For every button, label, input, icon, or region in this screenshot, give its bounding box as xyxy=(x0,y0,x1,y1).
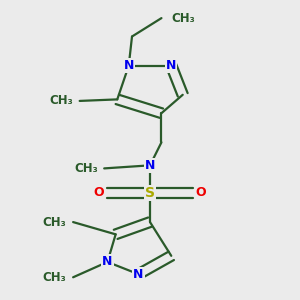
Text: CH₃: CH₃ xyxy=(43,216,67,229)
Text: CH₃: CH₃ xyxy=(74,162,98,175)
Text: CH₃: CH₃ xyxy=(43,271,67,284)
Text: N: N xyxy=(134,268,144,281)
Text: O: O xyxy=(94,186,104,200)
Text: N: N xyxy=(124,59,134,72)
Text: CH₃: CH₃ xyxy=(50,94,73,107)
Text: N: N xyxy=(102,256,113,268)
Text: N: N xyxy=(166,59,176,72)
Text: CH₃: CH₃ xyxy=(171,12,195,25)
Text: O: O xyxy=(196,186,206,200)
Text: S: S xyxy=(145,186,155,200)
Text: N: N xyxy=(145,159,155,172)
